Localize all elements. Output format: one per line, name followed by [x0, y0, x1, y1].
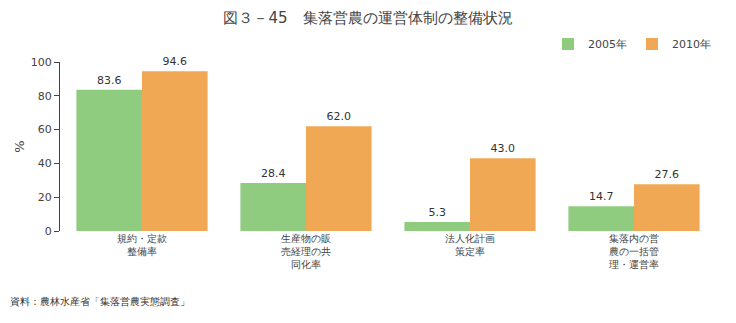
svg-text:2005年: 2005年	[588, 38, 627, 51]
svg-text:83.6: 83.6	[97, 74, 122, 87]
svg-text:94.6: 94.6	[163, 55, 188, 68]
svg-text:0: 0	[45, 225, 52, 238]
svg-text:62.0: 62.0	[327, 110, 352, 123]
svg-text:20: 20	[38, 191, 52, 204]
svg-text:資料：農林水産省「集落営農実態調査」: 資料：農林水産省「集落営農実態調査」	[10, 296, 190, 307]
svg-text:28.4: 28.4	[261, 167, 286, 180]
svg-text:40: 40	[38, 157, 52, 170]
svg-text:規約・定款整備率: 規約・定款整備率	[117, 233, 167, 257]
svg-text:27.6: 27.6	[655, 168, 680, 181]
svg-text:2010年: 2010年	[672, 38, 711, 51]
svg-text:法人化計画策定率: 法人化計画策定率	[445, 233, 495, 257]
svg-text:100: 100	[31, 56, 52, 69]
svg-text:14.7: 14.7	[589, 190, 614, 203]
svg-text:43.0: 43.0	[491, 142, 516, 155]
svg-text:80: 80	[38, 90, 52, 103]
svg-text:集落内の営農の一括管理・運営率: 集落内の営農の一括管理・運営率	[609, 233, 659, 270]
svg-text:5.3: 5.3	[428, 206, 446, 219]
svg-text:生産物の販売経理の共同化率: 生産物の販売経理の共同化率	[281, 233, 331, 270]
svg-text:%: %	[12, 140, 27, 152]
svg-text:60: 60	[38, 123, 52, 136]
svg-text:図３－45 集落営農の運営体制の整備状況: 図３－45 集落営農の運営体制の整備状況	[223, 9, 512, 27]
